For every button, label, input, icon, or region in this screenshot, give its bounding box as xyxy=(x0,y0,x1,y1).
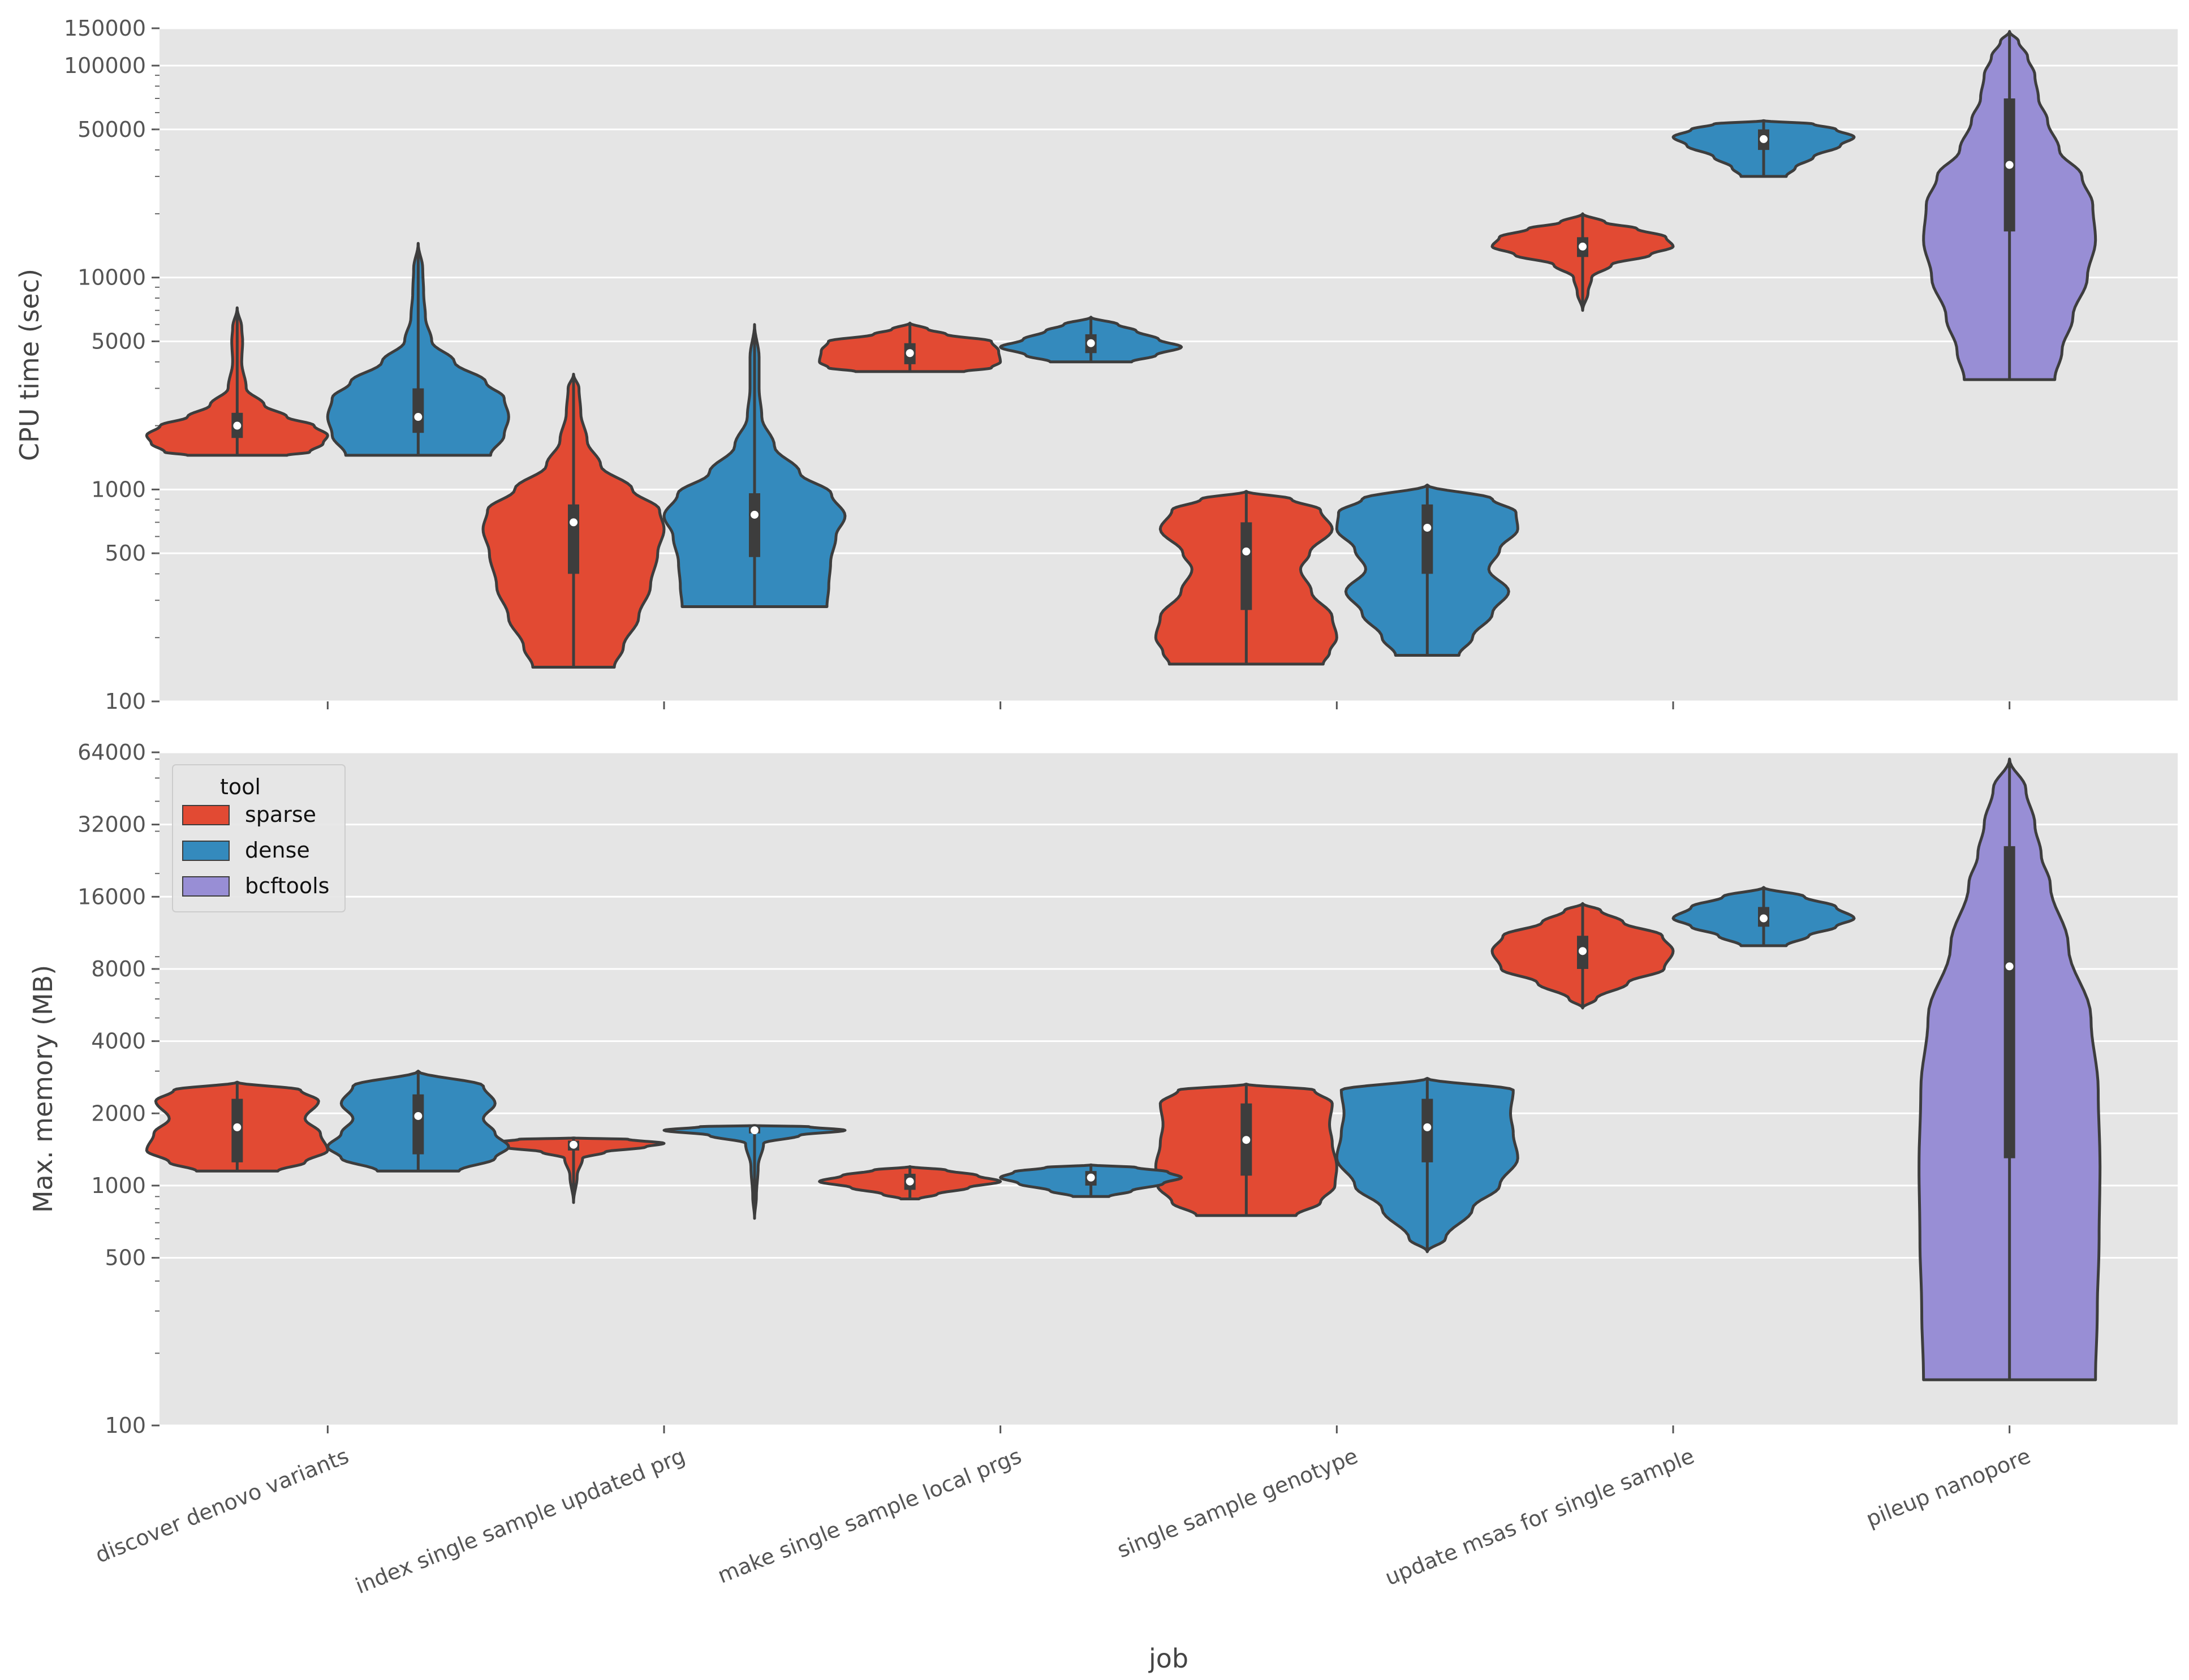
violin-box xyxy=(412,388,424,433)
x-tick-label: single sample genotype xyxy=(1114,1444,1361,1563)
violin-dense-make-single-sample-local-prgs xyxy=(999,316,1183,364)
violin-median xyxy=(2005,161,2014,169)
y-tick-label: 1000 xyxy=(91,1173,146,1198)
violin-median xyxy=(1242,547,1251,555)
violin-dense-index-single-sample-updated-prg xyxy=(662,323,847,608)
y-tick-label: 10000 xyxy=(77,265,146,290)
violin-median xyxy=(751,1126,759,1135)
y-tick-label: 100000 xyxy=(64,53,146,78)
violin-dense-discover-denovo-variants xyxy=(326,1070,510,1173)
y-axis-label: CPU time (sec) xyxy=(14,269,45,461)
violin-sparse-index-single-sample-updated-prg xyxy=(481,1136,666,1204)
violin-median xyxy=(1087,1173,1095,1182)
violin-dense-update-msas-for-single-sample xyxy=(1671,119,1856,178)
y-tick-label: 100 xyxy=(105,1413,146,1438)
violin-median xyxy=(1760,135,1768,143)
legend-entry-dense: dense xyxy=(245,838,310,863)
violin-median xyxy=(233,421,242,430)
violin-dense-discover-denovo-variants xyxy=(326,242,510,457)
violin-sparse-update-msas-for-single-sample xyxy=(1490,212,1675,312)
violin-median xyxy=(414,413,423,421)
y-tick-label: 100 xyxy=(105,689,146,714)
y-tick-label: 64000 xyxy=(77,740,146,765)
violin-sparse-discover-denovo-variants xyxy=(145,306,329,457)
legend-entry-bcftools: bcftools xyxy=(245,873,329,898)
y-tick-label: 16000 xyxy=(77,884,146,909)
legend: tool sparse dense bcftools xyxy=(172,764,346,912)
x-tick-label: discover denovo variants xyxy=(92,1444,352,1568)
violin-median xyxy=(570,518,578,527)
x-axis-label: job xyxy=(1148,1643,1188,1674)
y-tick-label: 150000 xyxy=(64,16,146,41)
violin-box xyxy=(749,493,760,557)
violin-sparse-discover-denovo-variants xyxy=(145,1080,329,1173)
violin-dense-update-msas-for-single-sample xyxy=(1671,886,1856,947)
x-tick-label: update msas for single sample xyxy=(1381,1444,1697,1591)
legend-box xyxy=(172,764,346,912)
legend-swatch-dense xyxy=(182,841,230,861)
plot-background xyxy=(160,752,2178,1425)
violin-dense-index-single-sample-updated-prg xyxy=(662,1124,847,1220)
y-tick-label: 50000 xyxy=(77,117,146,142)
violin-sparse-make-single-sample-local-prgs xyxy=(818,1165,1002,1200)
violin-sparse-single-sample-genotype xyxy=(1154,490,1338,666)
violin-sparse-make-single-sample-local-prgs xyxy=(818,321,1002,373)
violin-box xyxy=(568,504,579,574)
violin-dense-single-sample-genotype xyxy=(1335,1076,1519,1253)
violin-median xyxy=(1579,242,1587,251)
memory-panel: 100 500 1000 2000 4000 8000 16000 32000 64000 Max… xyxy=(28,740,2178,1674)
violin-median xyxy=(1760,914,1768,923)
violin-median xyxy=(233,1123,242,1131)
violin-box xyxy=(1240,522,1252,610)
violin-median xyxy=(1423,1123,1432,1131)
legend-title: tool xyxy=(220,774,261,799)
violin-box xyxy=(412,1094,424,1155)
violin-median xyxy=(1579,947,1587,955)
violin-dense-make-single-sample-local-prgs xyxy=(999,1163,1183,1198)
violin-median xyxy=(1087,339,1095,347)
violin-median xyxy=(751,510,759,519)
violin-sparse-update-msas-for-single-sample xyxy=(1490,902,1675,1010)
violin-median xyxy=(2005,962,2014,971)
violin-bcftools-pileup-nanopore xyxy=(1917,757,2102,1381)
y-tick-label: 8000 xyxy=(91,957,146,981)
y-tick-label: 4000 xyxy=(91,1029,146,1054)
violin-median xyxy=(906,1177,914,1186)
cpu-time-panel: 100 500 1000 5000 10000 50000 100000 150000 CPU … xyxy=(14,16,2178,714)
violin-median xyxy=(1242,1136,1251,1144)
violin-median xyxy=(414,1112,423,1120)
violin-median xyxy=(570,1140,578,1149)
y-tick-label: 2000 xyxy=(91,1101,146,1126)
legend-swatch-bcftools xyxy=(182,876,230,897)
y-tick-label: 500 xyxy=(105,541,146,566)
y-axis-label: Max. memory (MB) xyxy=(28,965,58,1213)
legend-entry-sparse: sparse xyxy=(245,802,316,827)
y-tick-label: 500 xyxy=(105,1246,146,1270)
violin-median xyxy=(1423,523,1432,532)
violin-dense-single-sample-genotype xyxy=(1335,483,1519,657)
x-tick-label: pileup nanopore xyxy=(1863,1444,2034,1532)
y-tick-label: 32000 xyxy=(77,812,146,837)
violin-sparse-single-sample-genotype xyxy=(1154,1083,1338,1217)
violin-median xyxy=(906,349,914,357)
x-tick-label: make single sample local prgs xyxy=(714,1444,1025,1588)
y-tick-label: 1000 xyxy=(91,477,146,502)
x-tick-label: index single sample updated prg xyxy=(352,1444,688,1599)
legend-swatch-sparse xyxy=(182,805,230,825)
violin-bcftools-pileup-nanopore xyxy=(1922,30,2097,381)
violin-sparse-index-single-sample-updated-prg xyxy=(481,373,666,669)
violin-box xyxy=(1421,504,1433,574)
violin-box xyxy=(2003,846,2015,1158)
y-tick-label: 5000 xyxy=(91,329,146,354)
